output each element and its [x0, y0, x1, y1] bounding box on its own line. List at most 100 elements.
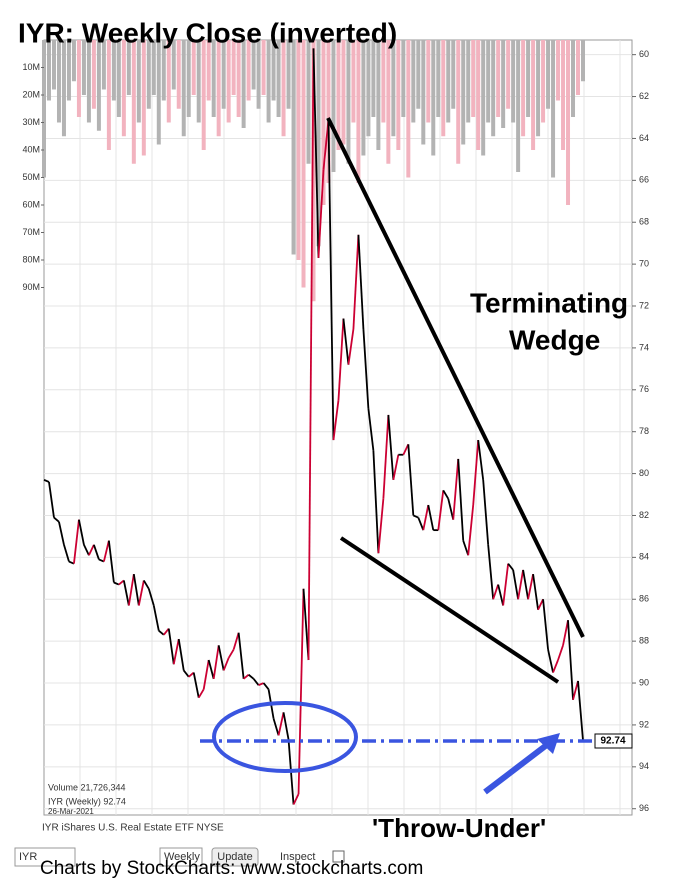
volume-bar	[276, 40, 281, 117]
volume-bar	[261, 40, 266, 95]
line-segment	[73, 519, 80, 564]
line-segment	[212, 645, 220, 679]
line-segment	[472, 439, 480, 506]
line-segment	[167, 628, 175, 665]
line-segment	[447, 498, 455, 520]
line-segment	[387, 414, 395, 480]
volume-bar	[541, 40, 546, 123]
line-segment	[567, 620, 574, 700]
line-segment	[557, 645, 564, 661]
line-segment	[78, 519, 85, 545]
volume-bar	[221, 40, 226, 109]
volume-bar	[346, 40, 351, 164]
volume-bar	[151, 40, 156, 95]
volume-bar	[436, 40, 441, 117]
volume-bar	[441, 40, 446, 137]
volume-bar	[526, 40, 531, 117]
volume-bar	[271, 40, 276, 101]
line-segment	[412, 514, 419, 519]
volume-bar	[42, 40, 46, 178]
line-segment	[492, 584, 500, 600]
line-segment	[197, 688, 205, 699]
y-tick-label: 64	[639, 133, 649, 143]
volume-bar	[416, 40, 421, 109]
volume-bar	[471, 40, 476, 117]
line-segment	[562, 620, 569, 646]
volume-bar	[361, 40, 366, 156]
volume-bar	[101, 40, 106, 90]
line-segment	[177, 638, 185, 671]
line-segment	[272, 718, 280, 736]
annotation: Wedge	[509, 324, 600, 355]
volume-bar	[556, 40, 561, 101]
volume-bar	[136, 40, 141, 123]
volume-bar	[581, 40, 585, 82]
line-segment	[422, 504, 430, 531]
line-segment	[297, 588, 305, 795]
volume-bar	[536, 40, 541, 137]
volume-bar	[231, 40, 236, 95]
volume-bar	[326, 40, 331, 183]
price-line	[43, 48, 584, 805]
line-segment	[243, 673, 250, 680]
volume-bar	[521, 40, 526, 137]
line-segment	[382, 414, 390, 499]
line-segment	[202, 659, 210, 690]
y-tick-label: 68	[639, 217, 649, 227]
volume-bar	[391, 40, 396, 137]
line-segment	[512, 569, 520, 600]
volume-bar	[51, 40, 56, 90]
symbol-input[interactable]	[14, 847, 76, 867]
wedge-lower	[339, 536, 560, 684]
volume-bar	[336, 40, 341, 150]
volume-bar	[266, 40, 271, 123]
volume-bar	[461, 40, 466, 145]
line-segment	[457, 458, 465, 541]
line-segment	[88, 544, 95, 556]
volume-bar	[356, 40, 361, 183]
volume-bar	[131, 40, 136, 164]
line-segment	[537, 598, 544, 611]
volume-bar	[156, 40, 161, 145]
volume-bar	[311, 40, 316, 302]
volume-bar	[91, 40, 96, 109]
y-tick-label: 92	[639, 719, 649, 729]
line-segment	[317, 169, 325, 258]
line-segment	[517, 569, 524, 600]
volume-bar	[241, 40, 246, 128]
volume-bar	[316, 40, 321, 247]
y-tick-label: 80	[639, 468, 649, 478]
volume-bar	[291, 40, 296, 255]
line-segment	[237, 632, 245, 679]
volume-bar	[516, 40, 521, 172]
update-button[interactable]	[211, 847, 259, 867]
line-segment	[172, 638, 180, 665]
volume-bar	[286, 40, 291, 109]
volume-bar	[486, 40, 491, 123]
line-segment	[58, 521, 65, 545]
line-segment	[402, 443, 410, 456]
line-segment	[427, 504, 435, 531]
volume-bar	[176, 40, 181, 109]
line-segment	[452, 458, 460, 520]
line-segment	[43, 479, 50, 483]
line-segment	[497, 584, 505, 606]
volume-bars	[42, 40, 585, 302]
inspect-checkbox[interactable]	[332, 850, 345, 863]
volume-bar	[126, 40, 131, 95]
volume-tick-label: 60M	[22, 199, 40, 209]
line-segment	[362, 328, 370, 409]
volume-bar	[56, 40, 61, 123]
line-segment	[547, 649, 554, 673]
line-segment	[302, 588, 310, 661]
line-segment	[137, 580, 145, 606]
volume-tick-label: 90M	[22, 282, 40, 292]
line-segment	[152, 605, 160, 631]
period-select[interactable]	[159, 847, 203, 867]
volume-bar	[161, 40, 166, 101]
line-segment	[332, 400, 340, 441]
line-segment	[217, 645, 225, 671]
y-tick-label: 76	[639, 384, 649, 394]
